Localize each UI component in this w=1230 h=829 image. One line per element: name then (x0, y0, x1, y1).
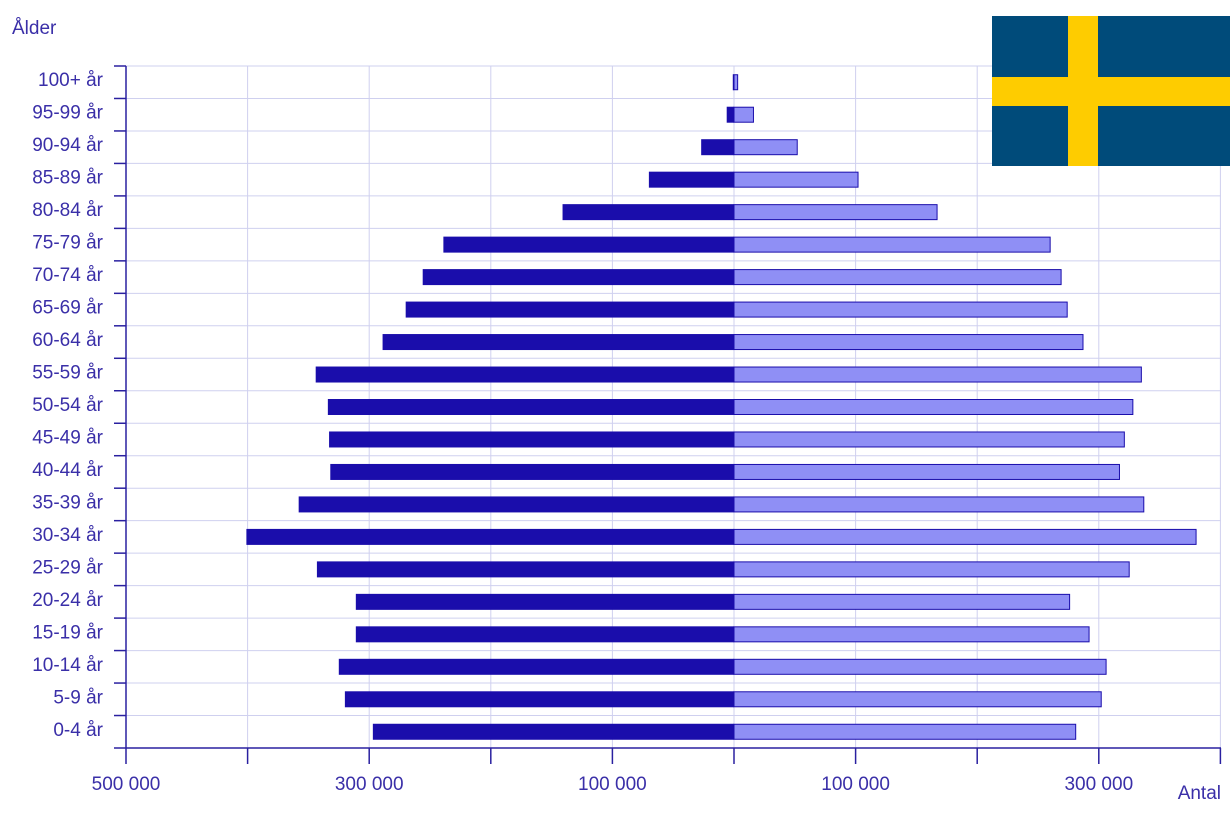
bar-right (733, 593, 1071, 610)
bar-left (701, 139, 734, 156)
y-tick-labels: 0-4 år 5-9 år 10-14 år 15-19 år 20-24 år 25-2… (32, 70, 103, 741)
x-tick-label: 100 000 (578, 774, 647, 795)
bar-left (327, 399, 734, 415)
y-tick-label: 85-89 år (32, 168, 103, 189)
y-tick-label: 90-94 år (32, 135, 103, 156)
bars (246, 74, 1197, 740)
y-tick-label: 35-39 år (32, 492, 103, 513)
y-tick-label: 25-29 år (32, 557, 103, 578)
bar-right (733, 106, 754, 123)
bar-left (405, 301, 734, 318)
y-tick-label: 45-49 år (32, 427, 103, 448)
bar-left (422, 269, 734, 286)
bar-right (733, 171, 859, 188)
y-tick-label: 20-24 år (32, 590, 103, 611)
bar-left (330, 463, 734, 480)
bar-left (648, 171, 734, 188)
y-tick-label: 60-64 år (32, 330, 103, 351)
y-tick-label: 15-19 år (32, 622, 103, 643)
axes (114, 65, 1222, 764)
bar-right (733, 561, 1130, 578)
y-axis-title: Ålder (12, 18, 57, 39)
bar-left (355, 593, 734, 610)
bar-right (733, 139, 798, 156)
bar-right (733, 431, 1125, 448)
bar-right (733, 204, 938, 221)
bar-left (246, 528, 734, 545)
y-tick-label: 40-44 år (32, 460, 103, 481)
bar-right (733, 74, 739, 91)
x-tick-label: 500 000 (92, 774, 161, 795)
bar-right (733, 658, 1107, 675)
x-axis-title: Antal (1178, 783, 1221, 804)
y-tick-label: 50-54 år (32, 395, 103, 416)
bar-right (733, 301, 1068, 318)
bar-right (733, 626, 1090, 643)
bar-left (344, 691, 734, 708)
bar-left (355, 626, 734, 643)
y-tick-label: 30-34 år (32, 525, 103, 546)
y-tick-label: 55-59 år (32, 363, 103, 384)
bar-left (316, 561, 734, 578)
bar-right (733, 463, 1120, 480)
bar-right (733, 496, 1145, 513)
bar-right (733, 334, 1084, 351)
x-tick-labels: 500 000 300 000 100 000 100 000 300 000 (92, 774, 1133, 795)
bar-left (338, 658, 734, 675)
bar-left (443, 236, 734, 253)
y-tick-label: 10-14 år (32, 655, 103, 676)
bar-right (733, 236, 1051, 253)
flag-cross-horizontal (992, 77, 1230, 106)
bar-left (315, 366, 734, 383)
y-tick-label: 95-99 år (32, 103, 103, 124)
y-tick-label: 70-74 år (32, 265, 103, 286)
bar-right (733, 399, 1134, 415)
bar-right (733, 691, 1102, 708)
y-tick-label: 65-69 år (32, 298, 103, 319)
y-tick-label: 80-84 år (32, 200, 103, 221)
bar-left (562, 204, 734, 221)
bar-left (298, 496, 734, 513)
sweden-flag-icon (992, 16, 1230, 166)
y-tick-label: 75-79 år (32, 233, 103, 254)
bar-right (733, 723, 1077, 740)
bar-left (732, 74, 734, 91)
bar-right (733, 366, 1142, 383)
bar-left (382, 334, 734, 351)
bar-left (726, 106, 734, 123)
x-tick-label: 300 000 (1064, 774, 1133, 795)
x-tick-label: 100 000 (821, 774, 890, 795)
bar-left (329, 431, 734, 448)
y-tick-label: 5-9 år (53, 687, 103, 708)
bar-left (372, 723, 734, 740)
x-tick-label: 300 000 (335, 774, 404, 795)
bar-right (733, 269, 1062, 286)
y-tick-label: 100+ år (38, 70, 104, 91)
bar-right (733, 528, 1197, 545)
y-tick-label: 0-4 år (53, 720, 103, 741)
